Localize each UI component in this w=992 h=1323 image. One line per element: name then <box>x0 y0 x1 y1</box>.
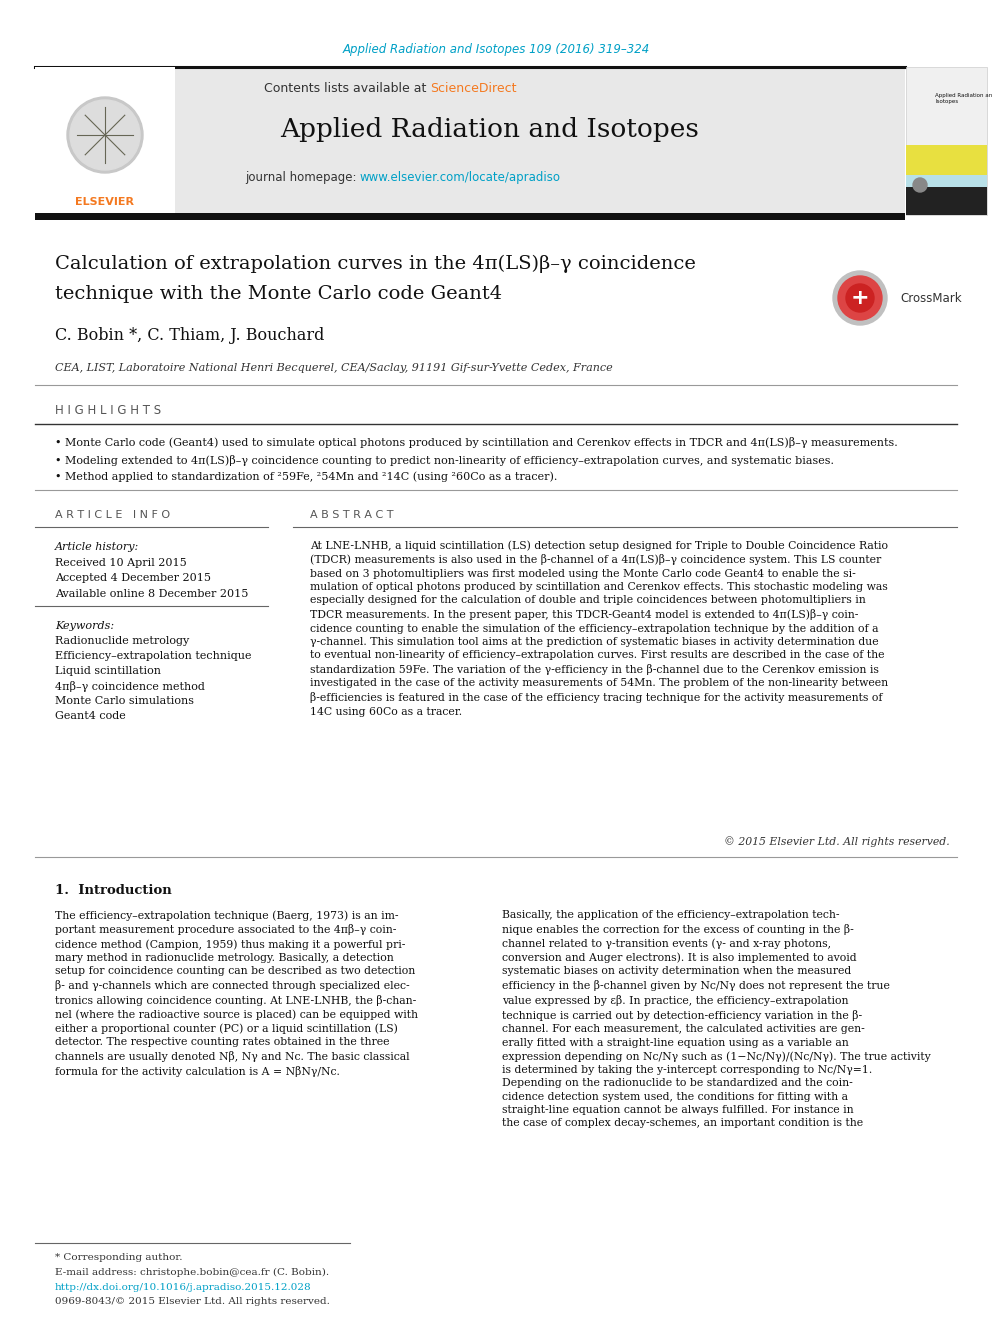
Text: Geant4 code: Geant4 code <box>55 710 126 721</box>
Text: Monte Carlo simulations: Monte Carlo simulations <box>55 696 194 706</box>
Circle shape <box>833 271 887 325</box>
Circle shape <box>913 179 927 192</box>
Text: ELSEVIER: ELSEVIER <box>75 197 135 206</box>
Text: Radionuclide metrology: Radionuclide metrology <box>55 636 189 646</box>
Text: Applied Radiation and Isotopes: Applied Radiation and Isotopes <box>281 118 699 143</box>
Text: 4πβ–γ coincidence method: 4πβ–γ coincidence method <box>55 680 205 692</box>
Circle shape <box>846 284 874 312</box>
Text: © 2015 Elsevier Ltd. All rights reserved.: © 2015 Elsevier Ltd. All rights reserved… <box>724 836 950 848</box>
Text: Available online 8 December 2015: Available online 8 December 2015 <box>55 589 248 599</box>
Text: A R T I C L E   I N F O: A R T I C L E I N F O <box>55 509 170 520</box>
Circle shape <box>838 277 882 320</box>
Text: Applied Radiation and Isotopes 109 (2016) 319–324: Applied Radiation and Isotopes 109 (2016… <box>342 44 650 57</box>
Bar <box>906 67 987 216</box>
Text: Efficiency–extrapolation technique: Efficiency–extrapolation technique <box>55 651 252 662</box>
Text: journal homepage:: journal homepage: <box>245 172 360 184</box>
Text: +: + <box>851 288 869 308</box>
Text: 0969-8043/© 2015 Elsevier Ltd. All rights reserved.: 0969-8043/© 2015 Elsevier Ltd. All right… <box>55 1298 330 1307</box>
Text: E-mail address: christophe.bobin@cea.fr (C. Bobin).: E-mail address: christophe.bobin@cea.fr … <box>55 1267 329 1277</box>
Text: Liquid scintillation: Liquid scintillation <box>55 665 161 676</box>
Text: Keywords:: Keywords: <box>55 620 114 631</box>
Text: Accepted 4 December 2015: Accepted 4 December 2015 <box>55 573 211 583</box>
Text: Basically, the application of the efficiency–extrapolation tech-
nique enables t: Basically, the application of the effici… <box>502 910 930 1129</box>
Text: • Monte Carlo code (Geant4) used to simulate optical photons produced by scintil: • Monte Carlo code (Geant4) used to simu… <box>55 437 898 447</box>
Bar <box>906 146 987 175</box>
Text: The efficiency–extrapolation technique (Baerg, 1973) is an im-
portant measureme: The efficiency–extrapolation technique (… <box>55 910 418 1077</box>
Text: Contents lists available at: Contents lists available at <box>264 82 430 94</box>
Text: Received 10 April 2015: Received 10 April 2015 <box>55 558 186 568</box>
Text: ScienceDirect: ScienceDirect <box>430 82 517 94</box>
Bar <box>906 187 987 216</box>
Text: • Modeling extended to 4π(LS)β–γ coincidence counting to predict non-linearity o: • Modeling extended to 4π(LS)β–γ coincid… <box>55 455 834 466</box>
Text: http://dx.doi.org/10.1016/j.apradiso.2015.12.028: http://dx.doi.org/10.1016/j.apradiso.201… <box>55 1282 311 1291</box>
Bar <box>35 67 905 216</box>
Text: C. Bobin *, C. Thiam, J. Bouchard: C. Bobin *, C. Thiam, J. Bouchard <box>55 327 324 344</box>
Text: Article history:: Article history: <box>55 542 139 552</box>
Bar <box>906 165 987 216</box>
Circle shape <box>70 101 140 169</box>
Text: H I G H L I G H T S: H I G H L I G H T S <box>55 404 161 417</box>
Text: * Corresponding author.: * Corresponding author. <box>55 1253 183 1262</box>
Text: www.elsevier.com/locate/apradiso: www.elsevier.com/locate/apradiso <box>360 172 561 184</box>
Text: • Method applied to standardization of ²59Fe, ²54Mn and ²14C (using ²60Co as a t: • Method applied to standardization of ²… <box>55 472 558 483</box>
Bar <box>35 213 905 220</box>
Text: Calculation of extrapolation curves in the 4π(LS)β–γ coincidence: Calculation of extrapolation curves in t… <box>55 255 695 273</box>
Text: A B S T R A C T: A B S T R A C T <box>310 509 394 520</box>
Text: 1.  Introduction: 1. Introduction <box>55 884 172 897</box>
Text: CrossMark: CrossMark <box>900 291 961 304</box>
Circle shape <box>67 97 143 173</box>
Text: technique with the Monte Carlo code Geant4: technique with the Monte Carlo code Gean… <box>55 284 502 303</box>
Text: CEA, LIST, Laboratoire National Henri Becquerel, CEA/Saclay, 91191 Gif-sur-Yvett: CEA, LIST, Laboratoire National Henri Be… <box>55 363 613 373</box>
Bar <box>35 67 175 216</box>
Text: Applied Radiation and
Isotopes: Applied Radiation and Isotopes <box>935 93 992 105</box>
Text: At LNE-LNHB, a liquid scintillation (LS) detection setup designed for Triple to : At LNE-LNHB, a liquid scintillation (LS)… <box>310 540 888 717</box>
